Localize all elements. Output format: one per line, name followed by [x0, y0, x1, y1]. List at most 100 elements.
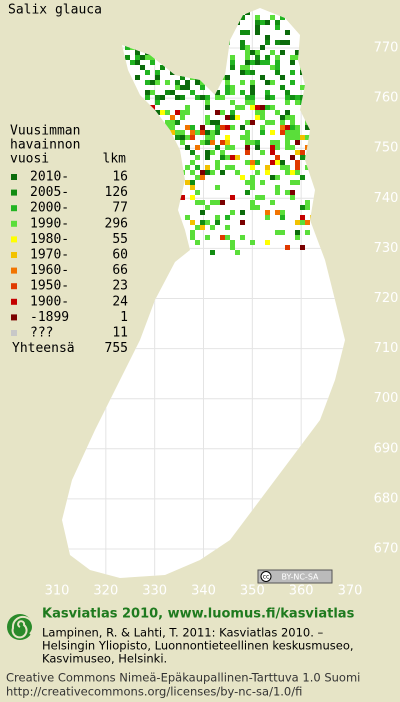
cell — [240, 175, 245, 180]
cell — [240, 70, 245, 75]
cell — [210, 250, 215, 255]
cell — [250, 50, 255, 55]
cell — [290, 120, 295, 125]
cell — [180, 95, 185, 100]
cell — [190, 160, 195, 165]
cell — [260, 180, 265, 185]
legend-swatch — [11, 330, 17, 336]
legend-heading: Vuusimman — [10, 124, 80, 139]
cell — [235, 105, 240, 110]
cell — [225, 165, 230, 170]
cell — [295, 180, 300, 185]
cell — [285, 140, 290, 145]
cell — [145, 90, 150, 95]
cell — [155, 70, 160, 75]
cell — [270, 130, 275, 135]
cell — [170, 90, 175, 95]
cell — [205, 205, 210, 210]
cell — [200, 175, 205, 180]
cell — [285, 165, 290, 170]
cell — [170, 115, 175, 120]
cell — [130, 60, 135, 65]
badge-box — [257, 569, 333, 584]
cell — [190, 235, 195, 240]
cell — [295, 130, 300, 135]
cell — [140, 55, 145, 60]
cell — [240, 30, 245, 35]
cell — [260, 105, 265, 110]
cell — [230, 55, 235, 60]
cell — [295, 230, 300, 235]
cell — [295, 140, 300, 145]
cell — [215, 90, 220, 95]
cell — [285, 40, 290, 45]
cell — [245, 30, 250, 35]
cell — [295, 235, 300, 240]
cell — [285, 130, 290, 135]
cell — [280, 115, 285, 120]
cell — [190, 195, 195, 200]
cell — [150, 55, 155, 60]
cell — [240, 235, 245, 240]
cell — [285, 30, 290, 35]
cell — [240, 65, 245, 70]
cell — [285, 115, 290, 120]
cell — [265, 95, 270, 100]
cell — [300, 175, 305, 180]
legend-swatch — [11, 205, 17, 212]
cell — [205, 155, 210, 160]
x-tick-label: 350 — [240, 584, 265, 599]
cell — [255, 160, 260, 165]
cell — [305, 165, 310, 170]
cell — [185, 80, 190, 85]
cell — [200, 95, 205, 100]
cell — [215, 220, 220, 225]
legend-label: 1980- — [30, 232, 69, 247]
cell — [255, 50, 260, 55]
cell — [210, 225, 215, 230]
cell — [165, 80, 170, 85]
x-tick-label: 340 — [191, 584, 216, 599]
cell — [245, 180, 250, 185]
cell — [175, 95, 180, 100]
y-tick-label: 720 — [374, 291, 399, 306]
cell — [155, 80, 160, 85]
cell — [235, 250, 240, 255]
cell — [265, 210, 270, 215]
cell — [205, 130, 210, 135]
cell — [265, 55, 270, 60]
cell — [275, 40, 280, 45]
cell — [205, 140, 210, 145]
cell — [205, 220, 210, 225]
cell — [210, 130, 215, 135]
cell — [220, 150, 225, 155]
cell — [135, 55, 140, 60]
cell — [300, 155, 305, 160]
cell — [145, 55, 150, 60]
cell — [305, 200, 310, 205]
cell — [150, 80, 155, 85]
cell — [275, 160, 280, 165]
cell — [245, 95, 250, 100]
footer-heading: Kasviatlas 2010, www.luomus.fi/kasviatla… — [42, 607, 355, 622]
cell — [135, 60, 140, 65]
cell — [290, 135, 295, 140]
cell — [195, 200, 200, 205]
cell — [170, 120, 175, 125]
cell — [250, 120, 255, 125]
cell — [190, 230, 195, 235]
cell — [180, 85, 185, 90]
cell — [170, 125, 175, 130]
cell — [275, 110, 280, 115]
cell — [245, 135, 250, 140]
cell — [265, 35, 270, 40]
cell — [265, 120, 270, 125]
cell — [210, 200, 215, 205]
cell — [255, 15, 260, 20]
cell — [275, 65, 280, 70]
cell — [245, 70, 250, 75]
cell — [235, 170, 240, 175]
cell — [195, 155, 200, 160]
cell — [230, 210, 235, 215]
